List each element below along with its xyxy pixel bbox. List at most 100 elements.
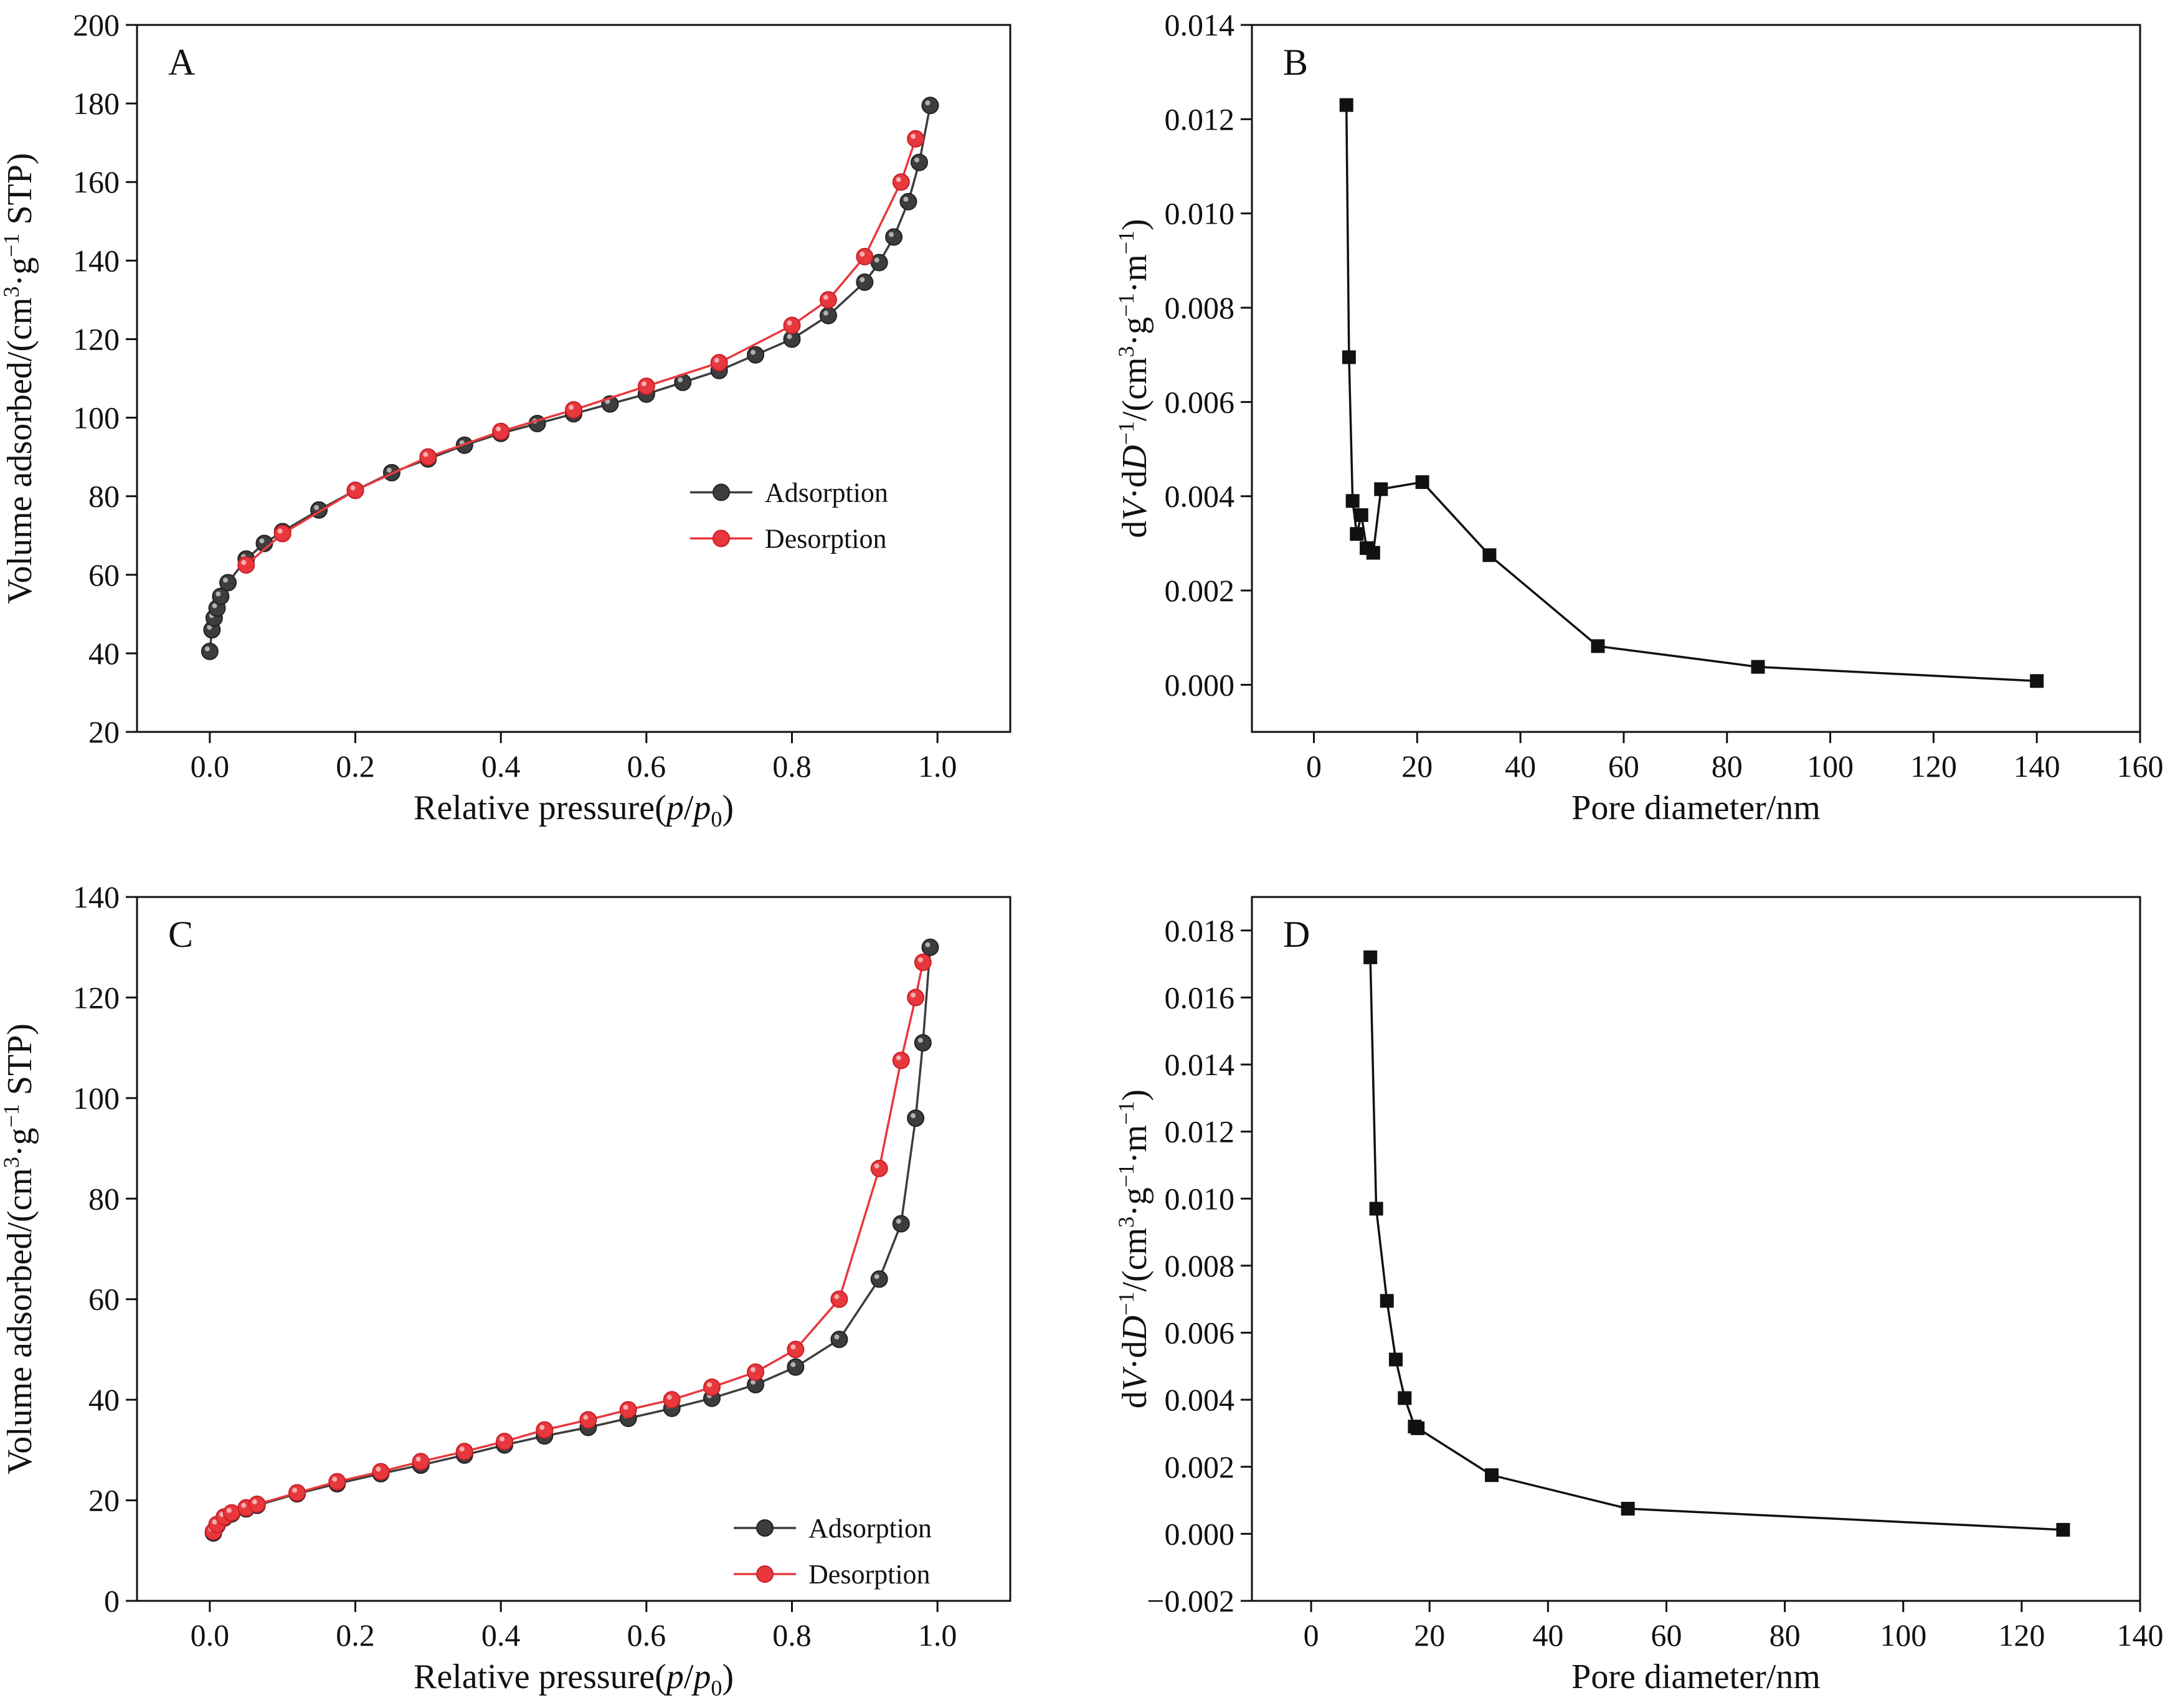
x-tick-label: 1.0	[918, 749, 957, 784]
data-point	[1485, 1468, 1499, 1483]
data-point-highlight	[790, 1362, 796, 1367]
data-point-highlight	[216, 591, 221, 597]
series-adsorption	[204, 938, 939, 1542]
data-point	[783, 316, 801, 334]
x-tick-label: 140	[2014, 749, 2060, 784]
y-axis-title: dV·dD−1/(cm3·g−1·m−1)	[1114, 1089, 1154, 1408]
y-tick-label: 60	[88, 557, 120, 592]
legend-label: Desorption	[808, 1559, 931, 1590]
data-point	[419, 448, 437, 466]
panel-letter: C	[168, 914, 193, 955]
data-point-highlight	[583, 1415, 589, 1420]
data-point	[910, 153, 928, 171]
y-tick-label: 0.008	[1165, 290, 1235, 325]
y-tick-label: 0	[104, 1583, 120, 1618]
x-tick-label: 160	[2117, 749, 2164, 784]
data-point	[492, 422, 510, 440]
y-tick-label: 200	[73, 7, 120, 42]
data-point	[914, 1034, 932, 1052]
y-tick-label: 0.016	[1165, 980, 1235, 1015]
data-point	[1374, 482, 1388, 496]
data-point-highlight	[714, 358, 719, 363]
data-point-highlight	[787, 320, 792, 326]
y-tick-label: 120	[73, 321, 120, 356]
x-tick-label: 0	[1306, 749, 1322, 784]
panel-letter: A	[168, 42, 195, 83]
data-point-highlight	[896, 1218, 901, 1224]
x-tick-label: 120	[1998, 1618, 2045, 1653]
plot-frame	[136, 24, 1011, 733]
data-point	[222, 1504, 240, 1522]
data-point	[907, 989, 925, 1007]
x-tick-label: 0.0	[191, 749, 230, 784]
x-axis-title: Relative pressure(p/p0)	[414, 789, 734, 832]
data-point	[830, 1331, 848, 1349]
y-tick-label: 0.002	[1165, 1449, 1235, 1484]
x-tick-label: 80	[1712, 749, 1743, 784]
y-tick-label: 20	[88, 1483, 120, 1518]
data-point	[870, 1270, 888, 1288]
x-tick-label: 0.6	[627, 1618, 666, 1653]
data-point	[619, 1401, 637, 1419]
data-point	[201, 642, 219, 660]
data-point	[1398, 1391, 1412, 1405]
data-point-highlight	[277, 528, 283, 534]
data-point-highlight	[790, 1344, 796, 1350]
y-tick-label: 0.004	[1165, 479, 1235, 514]
legend-label: Adsorption	[808, 1513, 932, 1544]
data-point	[921, 938, 939, 956]
data-point-highlight	[292, 1487, 298, 1493]
plot-frame	[1251, 896, 2141, 1602]
plot-frame	[1251, 24, 2141, 733]
panel-b: 0 20 40 60 80 100 120 140 160 0.000 0.002 0.004 0.00…	[1114, 7, 2164, 827]
data-point-highlight	[874, 257, 879, 263]
data-point	[1380, 1294, 1394, 1308]
data-point-highlight	[874, 1163, 879, 1169]
x-axis-title: Pore diameter/nm	[1571, 1658, 1821, 1696]
data-point-highlight	[376, 1466, 381, 1472]
data-point	[1415, 475, 1429, 489]
y-tick-label: 140	[73, 880, 120, 914]
data-point-highlight	[415, 1456, 421, 1462]
data-point-highlight	[914, 157, 919, 163]
data-point	[1345, 494, 1360, 508]
data-point	[787, 1358, 805, 1376]
data-point-highlight	[539, 1425, 545, 1430]
data-point-highlight	[223, 577, 229, 583]
data-point-highlight	[252, 1499, 257, 1505]
data-point	[747, 1363, 765, 1381]
data-point-highlight	[459, 1446, 465, 1452]
data-point-highlight	[911, 992, 916, 998]
data-point-highlight	[241, 1502, 247, 1508]
data-point	[892, 1215, 910, 1233]
data-point-highlight	[860, 252, 865, 257]
x-tick-label: 60	[1651, 1618, 1682, 1653]
data-point-highlight	[204, 646, 210, 652]
y-tick-label: 80	[88, 1181, 120, 1216]
legend-marker	[712, 529, 730, 548]
data-point-highlight	[787, 334, 792, 339]
data-point-highlight	[641, 381, 647, 387]
data-point	[892, 1051, 910, 1070]
data-point	[856, 248, 874, 266]
data-point	[536, 1421, 554, 1439]
data-point	[1366, 546, 1380, 560]
legend-label: Desorption	[765, 523, 887, 554]
x-tick-label: 0	[1304, 1618, 1319, 1653]
legend-marker	[712, 483, 730, 501]
x-tick-label: 0.8	[772, 749, 812, 784]
data-point	[346, 482, 364, 500]
data-point-highlight	[896, 177, 901, 183]
series-desorption	[237, 130, 925, 574]
data-point	[907, 1109, 925, 1127]
data-point-highlight	[706, 1382, 712, 1387]
y-tick-label: 0.000	[1165, 1516, 1235, 1551]
series-line	[1345, 105, 2037, 683]
data-point	[1350, 527, 1364, 541]
data-point-highlight	[212, 603, 217, 609]
y-tick-label: 0.000	[1165, 667, 1235, 702]
data-point	[914, 953, 932, 971]
series-line	[212, 962, 924, 1532]
data-point	[328, 1473, 346, 1491]
